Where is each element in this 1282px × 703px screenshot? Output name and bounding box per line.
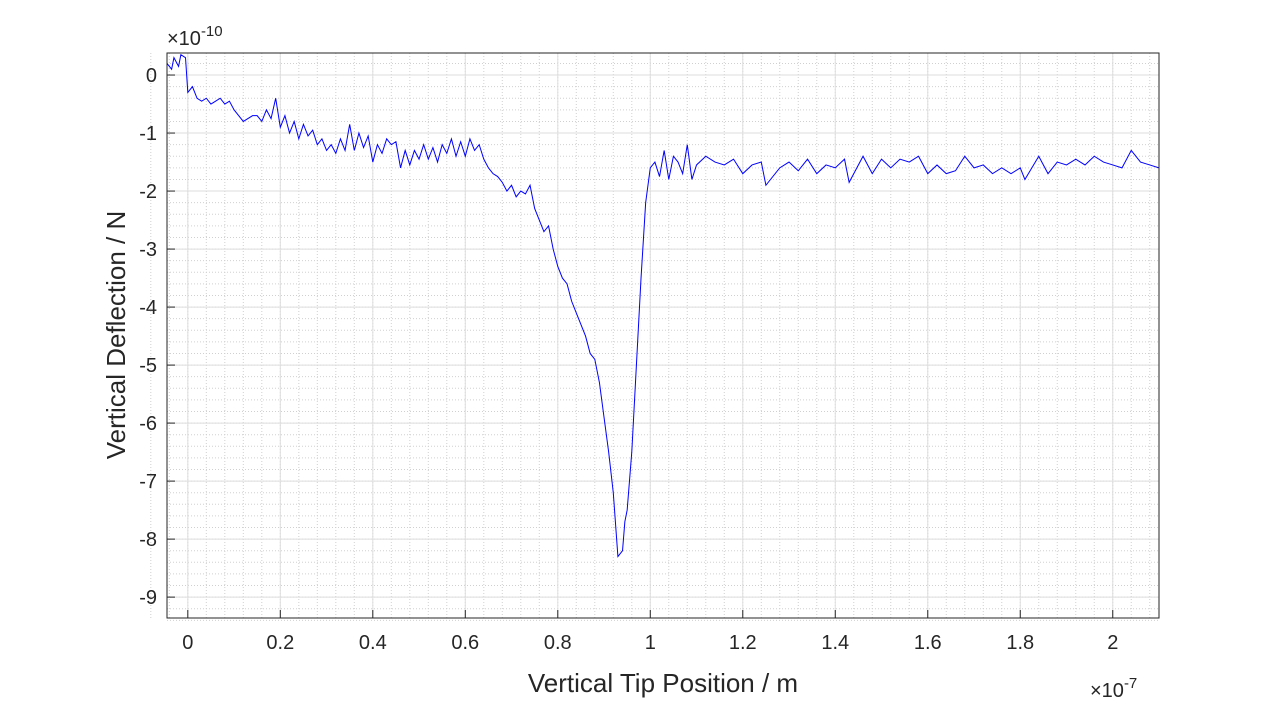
exponent-power: -7: [1124, 675, 1137, 692]
y-tick-label: -1: [139, 123, 157, 145]
y-tick-label: -6: [139, 413, 157, 435]
x-axis-label: Vertical Tip Position / m: [528, 668, 798, 698]
y-tick-label: -5: [139, 355, 157, 377]
y-tick-label: -8: [139, 529, 157, 551]
x-tick-label: 1: [645, 632, 656, 654]
axes-box: [166, 52, 1160, 619]
y-tick-label: 0: [146, 65, 157, 87]
y-tick-label: -9: [139, 587, 157, 609]
x-exponent: ×10-7: [1090, 675, 1137, 702]
x-tick-label: 1.2: [729, 632, 757, 654]
x-tick-label: 1.6: [914, 632, 942, 654]
exponent-base: ×10: [1090, 680, 1124, 702]
grid: [150, 53, 1159, 621]
x-tick-label: 0: [182, 632, 193, 654]
y-tick-label: -2: [139, 181, 157, 203]
x-tick-label: 1.4: [821, 632, 849, 654]
y-exponent: ×10-10: [167, 23, 223, 50]
x-tick-label: 1.8: [1006, 632, 1034, 654]
x-tick-label: 0.2: [266, 632, 294, 654]
x-tick-label: 0.4: [359, 632, 387, 654]
y-tick-label: -3: [139, 239, 157, 261]
y-tick-label: -7: [139, 471, 157, 493]
data-line: [166, 53, 1160, 558]
x-tick-label: 2: [1107, 632, 1118, 654]
x-tick-label: 0.6: [451, 632, 479, 654]
exponent-base: ×10: [167, 28, 201, 50]
plot-area: [166, 53, 1160, 558]
y-axis-label: Vertical Deflection / N: [101, 211, 131, 460]
exponent-power: -10: [201, 23, 223, 40]
y-tick-label: -4: [139, 297, 157, 319]
x-tick-label: 0.8: [544, 632, 572, 654]
